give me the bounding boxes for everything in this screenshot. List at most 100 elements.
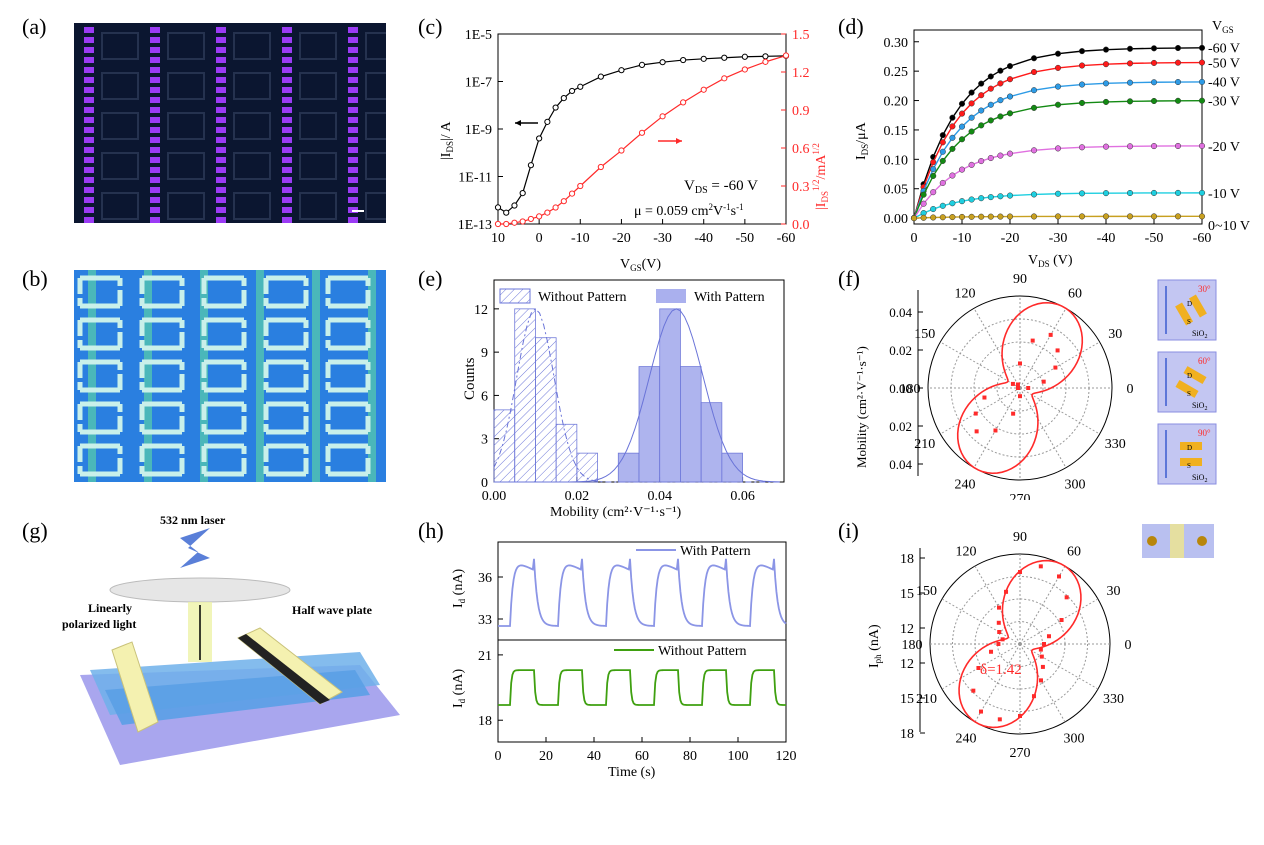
f-inset-electrode [1180, 458, 1202, 466]
violet-stripe-segment [150, 87, 160, 93]
electrode-pattern [263, 443, 309, 477]
chart-h: 0 20 40 60 80 100 120 36 33 21 18 With Pattern Wit… [440, 528, 820, 780]
micrograph-b-svg [77, 270, 376, 482]
electrode-outline [365, 152, 386, 180]
violet-stripe-segment [84, 107, 94, 113]
polar-point [996, 642, 1001, 646]
violet-stripe-segment [348, 57, 358, 63]
legend-without: Without Pattern [538, 290, 626, 305]
electrode-pattern [201, 401, 247, 435]
d-series-point [939, 139, 946, 146]
violet-stripe-segment [84, 207, 94, 213]
d-series-point [949, 200, 956, 207]
violet-stripe-segment [216, 117, 226, 123]
panel-label-h: (h) [418, 518, 444, 543]
electrode-pattern [77, 401, 123, 435]
e-bar-with [721, 452, 743, 483]
d-series-point [1078, 213, 1086, 220]
violet-stripe-segment [84, 57, 94, 63]
c-x-tick-label: 0 [536, 231, 543, 246]
electrode-outline [233, 112, 271, 140]
legend-swatch-without [499, 288, 531, 304]
f-inset-s: S [1187, 390, 1191, 398]
polar-spoke [1019, 387, 1100, 435]
h-series-without [498, 669, 787, 706]
d-x-tick-label: -40 [1097, 231, 1116, 246]
c-series-sqrt-point [638, 129, 646, 136]
d-series-point [949, 214, 956, 221]
e-bar-without [535, 337, 557, 483]
d-series-point [930, 189, 937, 196]
f-inset-electrode [1183, 366, 1207, 385]
d-series-point [978, 80, 985, 87]
c-series-sqrt-point [519, 218, 526, 225]
c-right-tick-label: 0.6 [792, 142, 810, 157]
electrode-pattern [263, 275, 309, 309]
electrode-pattern [263, 401, 309, 435]
polar-spoke [941, 643, 1021, 690]
polar-point [1038, 647, 1043, 652]
crystal-stripe [144, 270, 152, 482]
polar-point [997, 605, 1001, 610]
e-x-tick-label: 0.06 [730, 489, 755, 504]
electrode-right-edge [238, 634, 330, 704]
d-series-point [997, 67, 1004, 74]
d-series-point [1030, 87, 1038, 94]
f-inset-box [1157, 279, 1217, 341]
violet-stripe-segment [282, 157, 292, 163]
d-series-point [1150, 213, 1158, 220]
polar-spoke [1019, 598, 1099, 645]
polar-point [996, 620, 1001, 625]
d-series-point [958, 110, 966, 117]
chart-e: 12 9 6 3 0 0.00 0.02 0.04 0.06 Without Pattern W… [440, 270, 820, 520]
d-series-point [1198, 142, 1206, 149]
d-series-point [997, 152, 1004, 159]
violet-stripe-segment [348, 27, 358, 33]
i-r-tick-label: 12 [900, 622, 914, 637]
d-series-point [1054, 190, 1062, 197]
violet-stripe-segment [84, 77, 94, 83]
violet-stripe-segment [216, 77, 226, 83]
violet-stripe-segment [348, 87, 358, 93]
d-series-point [1198, 78, 1206, 85]
polar-point [1004, 589, 1009, 594]
hwp-label: Half wave plate [292, 603, 373, 617]
c-series-sqrt-point [503, 220, 510, 228]
polar-point [1031, 694, 1036, 699]
c-x-tick-label: -40 [694, 231, 713, 246]
d-series-point [1198, 59, 1206, 66]
violet-stripe-segment [348, 157, 358, 163]
electrode-pattern [201, 443, 247, 477]
polar-angle-label: 270 [1010, 492, 1031, 500]
violet-stripe-segment [84, 217, 94, 223]
d-series-point [987, 85, 994, 92]
e-y-tick-label: 0 [481, 476, 488, 491]
polar-point [1015, 382, 1020, 387]
d-y-tick-label: 0.20 [884, 95, 909, 110]
crystal-stripe [312, 270, 320, 482]
violet-stripe-segment [282, 177, 292, 183]
electrode-right [237, 627, 343, 705]
d-series-point [997, 80, 1004, 87]
d-series-point [1030, 68, 1038, 76]
d-series-point [987, 73, 994, 80]
f-inset-d: D [1187, 444, 1192, 452]
d-y-tick-label: 0.00 [884, 212, 909, 227]
violet-stripe-segment [282, 127, 292, 133]
electrode-outline [101, 112, 139, 140]
violet-stripe-segment [216, 87, 226, 93]
legend-with: With Pattern [694, 290, 765, 305]
f-inset-sio2: SiO2 [1192, 329, 1207, 340]
i-r-tick-label: 18 [900, 727, 914, 742]
d-series-point [1078, 81, 1086, 88]
d-x-tick-label: 0 [911, 231, 918, 246]
scale-bar [352, 210, 364, 212]
polar-angle-label: 30 [1108, 327, 1122, 342]
polar-point [1018, 714, 1022, 718]
electrode-pattern [77, 359, 123, 393]
d-series-point [1078, 144, 1086, 151]
d-series-point [930, 159, 937, 166]
d-series-point [1054, 101, 1062, 108]
d-x-tick-label: -50 [1145, 231, 1164, 246]
violet-stripe-segment [282, 147, 292, 153]
